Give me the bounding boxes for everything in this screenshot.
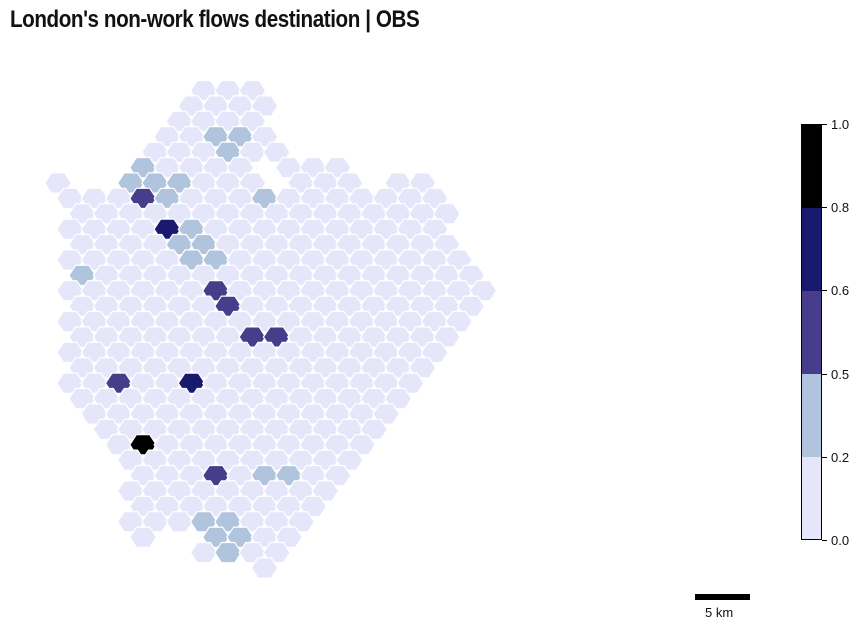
hex-cell [214, 541, 243, 564]
colorbar-bin-4 [802, 125, 821, 208]
hex-cell [250, 557, 279, 579]
hex-cell [165, 511, 194, 533]
colorbar [801, 124, 822, 540]
colorbar-bin-1 [802, 374, 821, 457]
colorbar-bin-3 [802, 208, 821, 291]
colorbar-tick [822, 290, 827, 291]
colorbar-tick-label: 0.8 [831, 200, 850, 215]
colorbar-tick-label: 0.5 [831, 367, 850, 382]
colorbar-bin-0 [802, 457, 821, 539]
colorbar-tick [822, 457, 827, 458]
colorbar-tick-label: 1.0 [831, 117, 850, 132]
hex-cell [129, 526, 158, 548]
colorbar-bin-2 [802, 291, 821, 374]
colorbar-tick [822, 124, 827, 125]
colorbar-tick-label: 0.2 [831, 450, 850, 465]
map-title: London's non-work flows destination | OB… [10, 6, 420, 33]
scale-bar [695, 594, 750, 600]
colorbar-tick-label: 0.0 [831, 533, 850, 548]
hex-cell [189, 541, 218, 564]
colorbar-tick [822, 207, 827, 208]
colorbar-tick [822, 540, 827, 541]
scale-bar-label: 5 km [705, 605, 734, 620]
colorbar-tick [822, 374, 827, 375]
colorbar-tick-label: 0.6 [831, 283, 850, 298]
